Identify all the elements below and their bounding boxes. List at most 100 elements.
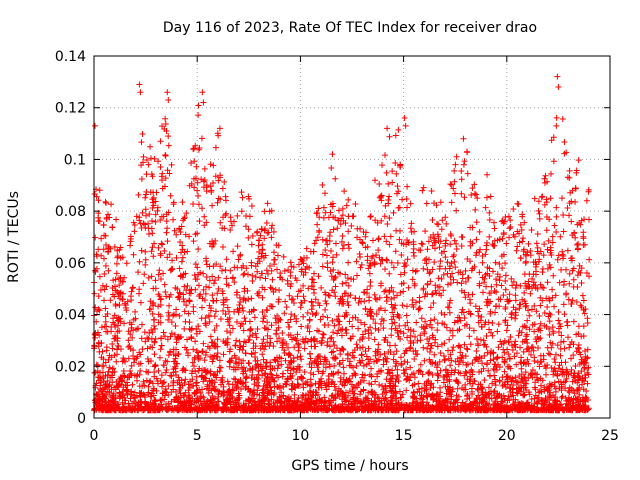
data-point <box>243 213 250 220</box>
data-point <box>540 252 547 259</box>
data-point <box>264 307 271 314</box>
data-point <box>259 318 266 325</box>
data-points <box>91 73 593 414</box>
data-point <box>161 126 168 133</box>
data-point <box>165 352 172 359</box>
data-point <box>115 317 122 324</box>
data-point <box>152 198 159 205</box>
data-point <box>419 187 426 194</box>
data-point <box>259 387 266 394</box>
data-point <box>182 376 189 383</box>
data-point <box>196 328 203 335</box>
data-point <box>96 218 103 225</box>
data-point <box>345 377 352 384</box>
data-point <box>434 361 441 368</box>
data-point <box>278 389 285 396</box>
data-point <box>245 386 252 393</box>
data-point <box>176 381 183 388</box>
data-point <box>388 259 395 266</box>
data-point <box>446 378 453 385</box>
data-point <box>322 291 329 298</box>
data-point <box>215 177 222 184</box>
data-point <box>190 146 197 153</box>
data-point <box>582 306 589 313</box>
data-point <box>155 291 162 298</box>
data-point <box>136 217 143 224</box>
data-point <box>518 329 525 336</box>
data-point <box>209 202 216 209</box>
data-point <box>308 276 315 283</box>
data-point <box>157 276 164 283</box>
data-point <box>230 248 237 255</box>
data-point <box>194 179 201 186</box>
data-point <box>424 281 431 288</box>
data-point <box>549 239 556 246</box>
data-point <box>210 180 217 187</box>
data-point <box>165 382 172 389</box>
data-point <box>301 400 308 407</box>
data-point <box>575 323 582 330</box>
data-point <box>579 356 586 363</box>
data-point <box>469 291 476 298</box>
data-point <box>142 338 149 345</box>
data-point <box>252 398 258 405</box>
data-point <box>388 301 395 308</box>
data-point <box>566 344 573 351</box>
data-point <box>294 331 301 338</box>
data-point <box>137 367 144 374</box>
data-point <box>428 291 435 298</box>
data-point <box>170 216 177 223</box>
data-point <box>410 245 417 252</box>
data-point <box>112 287 119 294</box>
data-point <box>529 275 536 282</box>
data-point <box>447 280 454 287</box>
data-point <box>213 374 220 381</box>
data-point <box>295 340 302 347</box>
chart-title: Day 116 of 2023, Rate Of TEC Index for r… <box>163 20 537 36</box>
data-point <box>477 336 484 343</box>
data-point <box>305 395 312 402</box>
data-point <box>300 293 307 300</box>
data-point <box>381 395 388 402</box>
data-point <box>114 351 121 358</box>
data-point <box>459 275 466 282</box>
data-point <box>191 363 198 370</box>
data-point <box>106 214 113 221</box>
data-point <box>334 225 341 232</box>
data-point <box>339 205 346 212</box>
data-point <box>546 310 553 317</box>
data-point <box>466 333 473 340</box>
data-point <box>314 234 321 241</box>
data-point <box>507 406 514 413</box>
data-point <box>190 346 197 353</box>
data-point <box>331 322 338 329</box>
data-point <box>165 400 172 407</box>
data-point <box>206 318 213 325</box>
data-point <box>144 404 151 411</box>
data-point <box>182 389 189 396</box>
data-point <box>284 364 291 371</box>
data-point <box>329 317 336 324</box>
data-point <box>150 322 157 329</box>
data-point <box>238 264 245 271</box>
data-point <box>200 270 207 277</box>
data-point <box>581 378 588 385</box>
data-point <box>211 395 218 402</box>
data-point <box>366 270 373 277</box>
data-point <box>537 320 544 327</box>
data-point <box>309 310 316 317</box>
data-point <box>149 199 156 206</box>
data-point <box>130 352 137 359</box>
data-point <box>580 407 587 414</box>
data-point <box>386 133 393 140</box>
data-point <box>447 181 454 188</box>
data-point <box>396 388 403 395</box>
data-point <box>502 286 509 293</box>
data-point <box>355 325 362 332</box>
data-point <box>180 295 187 302</box>
data-point <box>344 352 351 359</box>
data-point <box>102 198 109 205</box>
data-point <box>281 267 288 274</box>
data-point <box>417 337 424 344</box>
data-point <box>374 370 381 377</box>
